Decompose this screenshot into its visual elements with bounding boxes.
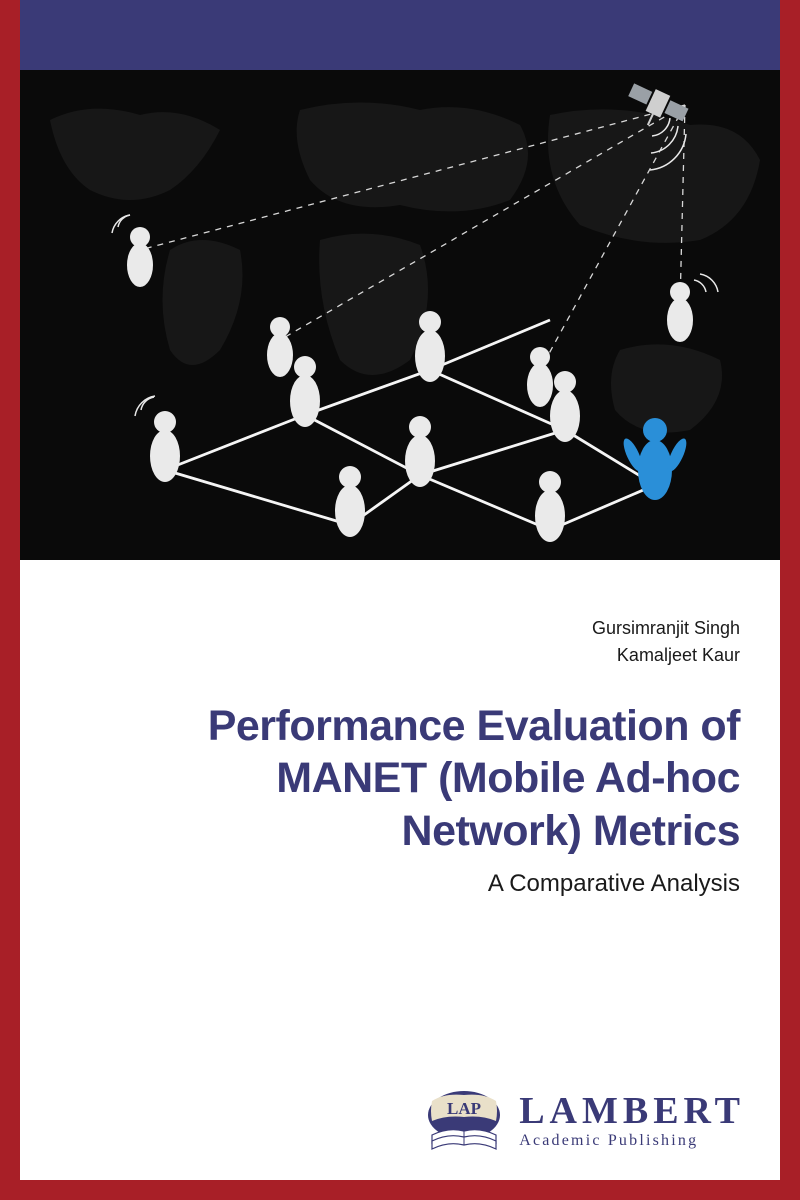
cover-frame bbox=[0, 0, 800, 1200]
